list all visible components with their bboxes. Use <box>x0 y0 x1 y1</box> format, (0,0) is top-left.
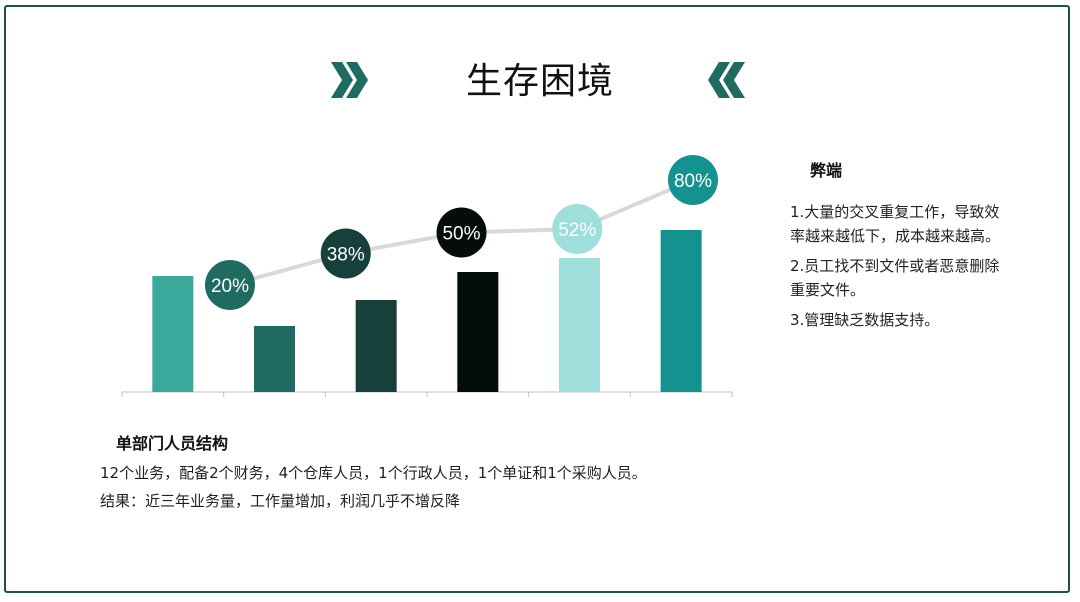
percent-label: 38% <box>327 245 365 266</box>
department-structure-title: 单部门人员结构 <box>116 434 229 453</box>
drawbacks-title: 弊端 <box>810 161 843 180</box>
chart-bar <box>660 230 702 392</box>
double-chevron-left-icon <box>708 62 745 98</box>
percent-label: 52% <box>558 220 596 241</box>
chart-bar <box>152 276 194 392</box>
double-chevron-right-icon <box>331 62 368 98</box>
drawback-item-1: 1.大量的交叉重复工作，导致效率越来越低下，成本越来越高。 <box>790 203 1001 245</box>
percent-label: 20% <box>211 276 249 297</box>
percent-bubble <box>436 207 487 258</box>
percent-bubble <box>205 260 255 310</box>
drawbacks-panel: 弊端 1.大量的交叉重复工作，导致效率越来越低下，成本越来越高。 2.员工找不到… <box>790 158 1010 338</box>
percent-bubble <box>320 228 371 279</box>
chart-bar <box>355 300 397 392</box>
percent-label: 50% <box>442 224 480 245</box>
drawbacks-list: 1.大量的交叉重复工作，导致效率越来越低下，成本越来越高。 2.员工找不到文件或… <box>790 200 1010 332</box>
chart-bar <box>559 258 600 392</box>
percent-bubble <box>668 155 718 205</box>
chart-bar <box>457 272 499 392</box>
chart-bar <box>254 326 295 392</box>
drawback-item-3: 3.管理缺乏数据支持。 <box>790 311 940 329</box>
percent-label: 80% <box>674 171 712 192</box>
drawback-item-2: 2.员工找不到文件或者恶意删除重要文件。 <box>790 257 1000 299</box>
department-structure-result: 结果：近三年业务量，工作量增加，利润几乎不增反降 <box>100 492 461 510</box>
department-structure-text: 12个业务，配备2个财务，4个仓库人员，1个行政人员，1个单证和1个采购人员。 <box>100 464 647 482</box>
department-structure: 单部门人员结构 12个业务，配备2个财务，4个仓库人员，1个行政人员，1个单证和… <box>100 431 800 513</box>
percent-bubble <box>552 204 603 254</box>
page-title: 生存困境 <box>465 61 614 102</box>
